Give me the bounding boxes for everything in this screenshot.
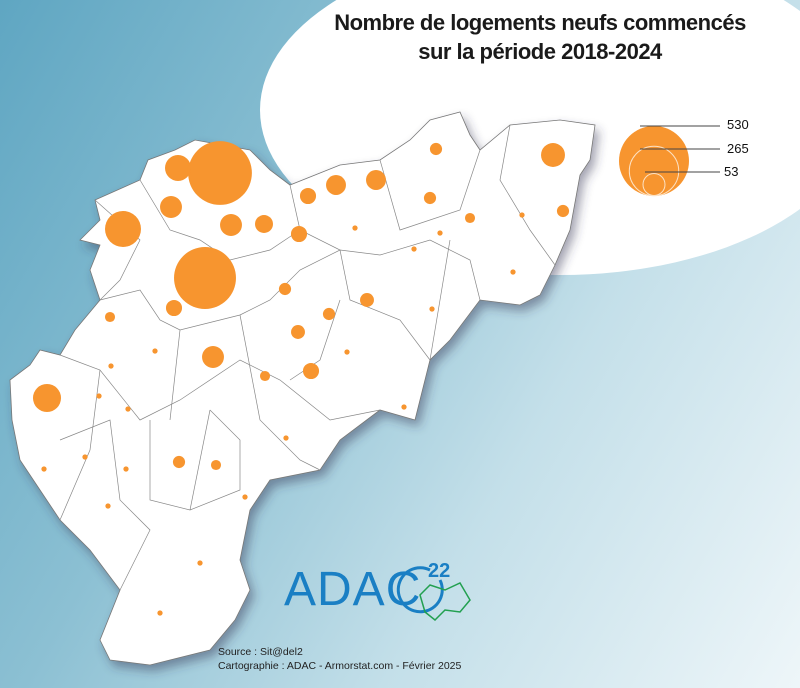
housing-circle — [41, 466, 47, 472]
housing-circle — [188, 141, 252, 205]
housing-circle — [82, 454, 88, 460]
housing-circle — [360, 293, 374, 307]
housing-circle — [152, 348, 158, 354]
legend-label-265: 265 — [727, 141, 749, 156]
legend — [619, 125, 720, 197]
legend-circle-530 — [619, 126, 689, 196]
housing-circle — [519, 212, 525, 218]
housing-circle — [108, 363, 114, 369]
title-line-2: sur la période 2018-2024 — [418, 39, 662, 64]
housing-circle — [283, 435, 289, 441]
housing-circle — [429, 306, 435, 312]
housing-circle — [220, 214, 242, 236]
housing-circle — [278, 282, 292, 296]
housing-circle — [105, 211, 141, 247]
housing-circle — [411, 246, 417, 252]
source-text: Source : Sit@del2 — [218, 646, 303, 658]
housing-circle — [96, 393, 102, 399]
housing-circle — [423, 191, 437, 205]
housing-circle — [352, 225, 358, 231]
housing-circle — [202, 346, 224, 368]
housing-circle — [437, 230, 443, 236]
housing-circle — [464, 212, 476, 224]
housing-circle — [125, 406, 131, 412]
housing-circle — [105, 503, 111, 509]
housing-circle — [366, 170, 386, 190]
housing-circle — [104, 311, 116, 323]
title-line-1: Nombre de logements neufs commencés — [334, 10, 746, 35]
map-title: Nombre de logements neufs commencés sur … — [300, 8, 780, 66]
housing-circle — [165, 299, 183, 317]
housing-circle — [344, 349, 350, 355]
housing-circle — [302, 362, 320, 380]
housing-circle — [556, 204, 570, 218]
housing-circle — [299, 187, 317, 205]
housing-circle — [401, 404, 407, 410]
housing-circle — [291, 325, 305, 339]
legend-label-530: 530 — [727, 117, 749, 132]
legend-circle-53 — [642, 173, 666, 196]
housing-circle — [541, 143, 565, 167]
housing-circle — [210, 459, 222, 471]
adac-logo: ADAC — [284, 563, 422, 616]
housing-circle — [174, 247, 236, 309]
housing-circle — [429, 142, 443, 156]
housing-circle — [322, 307, 336, 321]
housing-circle — [32, 383, 62, 413]
housing-circle — [157, 610, 163, 616]
legend-label-53: 53 — [724, 164, 739, 179]
housing-circle — [259, 370, 271, 382]
housing-circle — [510, 269, 516, 275]
credits-text: Cartographie : ADAC - Armorstat.com - Fé… — [218, 660, 462, 672]
logo-shape — [396, 566, 471, 622]
housing-circle — [290, 225, 308, 243]
circle-layer — [32, 141, 570, 616]
housing-circle — [123, 466, 129, 472]
housing-circle — [165, 155, 191, 181]
housing-circle — [197, 560, 203, 566]
adac-logo-number: 22 — [428, 560, 451, 582]
housing-circle — [160, 196, 182, 218]
housing-circle — [255, 215, 273, 233]
housing-circle — [326, 175, 346, 195]
housing-circle — [172, 455, 186, 469]
housing-circle — [242, 494, 248, 500]
